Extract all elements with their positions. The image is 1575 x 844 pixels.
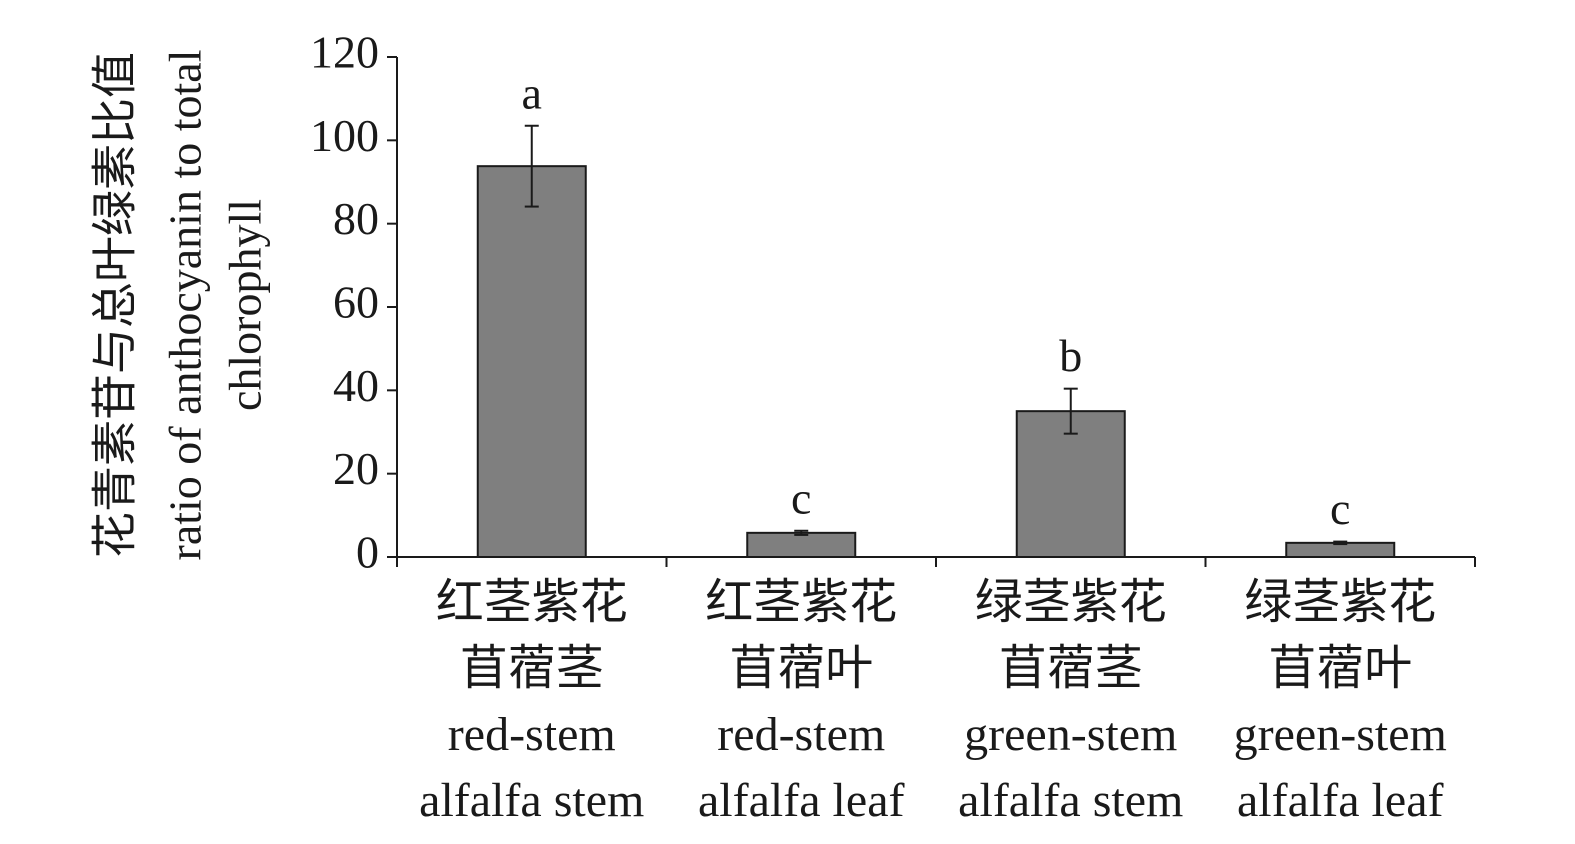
y-tick-label: 100 bbox=[310, 110, 379, 161]
x-tick-label: red-stem bbox=[448, 708, 616, 761]
x-tick-label: alfalfa leaf bbox=[698, 774, 905, 827]
y-axis-label: 花青素苷与总叶绿素比值 bbox=[90, 52, 141, 558]
y-tick-label: 40 bbox=[333, 360, 379, 411]
x-tick-label: 红茎紫花 bbox=[705, 576, 897, 629]
x-tick-label: red-stem bbox=[717, 708, 885, 761]
bar bbox=[476, 165, 587, 559]
y-tick-label: 80 bbox=[333, 193, 379, 244]
y-tick-label: 60 bbox=[333, 277, 379, 328]
x-tick-label: green-stem bbox=[1234, 708, 1447, 761]
bar bbox=[1015, 410, 1126, 558]
significance-label: c bbox=[1330, 483, 1350, 534]
significance-label: a bbox=[522, 67, 542, 118]
y-axis-label: chlorophyll bbox=[220, 199, 271, 411]
x-tick-label: alfalfa stem bbox=[419, 774, 644, 827]
significance-label: b bbox=[1059, 330, 1082, 381]
significance-label: c bbox=[791, 472, 811, 523]
bar bbox=[746, 531, 857, 558]
y-tick-label: 0 bbox=[356, 527, 379, 578]
x-tick-label: 苜蓿叶 bbox=[1268, 642, 1412, 695]
x-tick-label: 绿茎紫花 bbox=[975, 576, 1167, 629]
x-tick-label: green-stem bbox=[964, 708, 1177, 761]
y-tick-label: 20 bbox=[333, 443, 379, 494]
x-tick-label: 苜蓿茎 bbox=[999, 642, 1143, 695]
y-axis-label: ratio of anthocyanin to total bbox=[160, 50, 211, 561]
x-tick-label: 红茎紫花 bbox=[436, 576, 628, 629]
x-tick-label: 绿茎紫花 bbox=[1244, 576, 1436, 629]
x-tick-label: alfalfa stem bbox=[958, 774, 1183, 827]
x-tick-label: 苜蓿叶 bbox=[729, 642, 873, 695]
x-tick-label: 苜蓿茎 bbox=[460, 642, 604, 695]
x-tick-label: alfalfa leaf bbox=[1237, 774, 1444, 827]
y-tick-label: 120 bbox=[310, 27, 379, 78]
